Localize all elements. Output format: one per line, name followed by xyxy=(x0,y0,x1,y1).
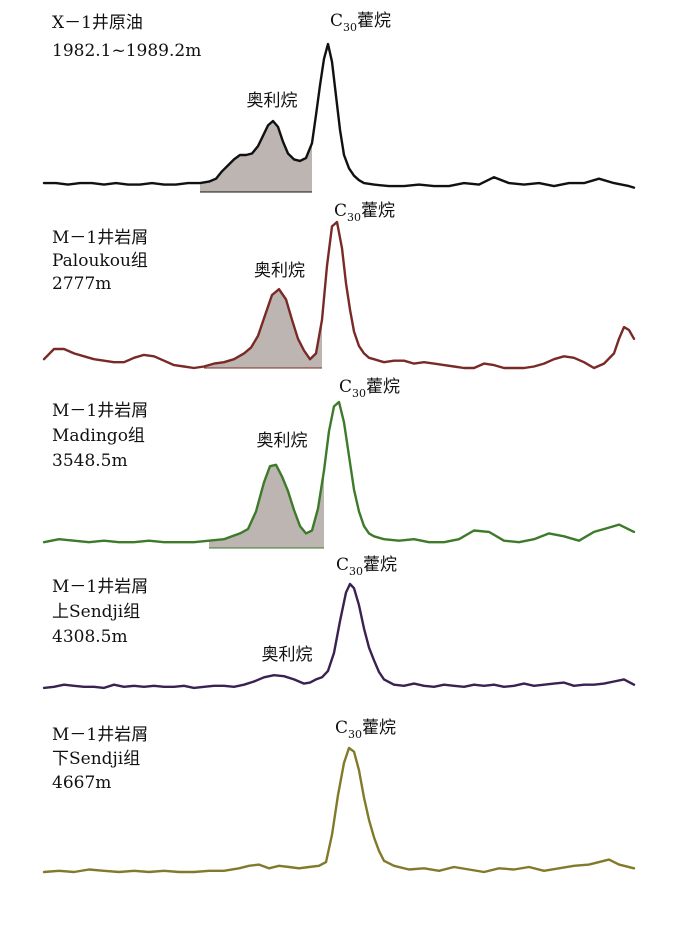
sample-label-line-3: 3548.5m xyxy=(52,451,128,471)
c30-hopane-label: C30藿烷 xyxy=(336,555,397,578)
chromatogram-trace xyxy=(42,400,636,544)
c30-hopane-label: C30藿烷 xyxy=(330,11,391,34)
c30-hopane-label: C30藿烷 xyxy=(334,201,395,224)
chromatogram-trace xyxy=(42,220,636,370)
c30-subscript: 30 xyxy=(348,728,362,741)
c30-subscript: 30 xyxy=(347,211,361,224)
sample-label-line-3: 4667m xyxy=(52,773,111,793)
c30-prefix: C xyxy=(339,377,352,397)
sample-label-line-2: Madingo组 xyxy=(52,426,145,446)
chromatogram-trace xyxy=(42,582,636,690)
oleanane-label: 奥利烷 xyxy=(257,431,308,451)
oleanane-label: 奥利烷 xyxy=(254,261,305,281)
c30-prefix: C xyxy=(334,201,347,221)
oleanane-peak-area xyxy=(209,464,324,548)
sample-label-line-1: M－1井岩屑 xyxy=(52,725,148,745)
sample-label-line-1: M－1井岩屑 xyxy=(52,228,148,248)
sample-label-line-1: M－1井岩屑 xyxy=(52,577,148,597)
oleanane-peak-area xyxy=(204,289,322,368)
oleanane-peak-area xyxy=(200,121,312,192)
oleanane-label: 奥利烷 xyxy=(262,645,313,665)
c30-subscript: 30 xyxy=(349,565,363,578)
sample-label-line-2: Paloukou组 xyxy=(52,251,148,271)
chromatogram-trace xyxy=(42,42,636,189)
sample-label-line-2: 1982.1~1989.2m xyxy=(52,41,201,61)
c30-suffix: 藿烷 xyxy=(361,201,395,221)
c30-suffix: 藿烷 xyxy=(366,377,400,397)
sample-label-line-3: 4308.5m xyxy=(52,627,128,647)
c30-prefix: C xyxy=(335,718,348,738)
c30-suffix: 藿烷 xyxy=(362,718,396,738)
c30-prefix: C xyxy=(336,555,349,575)
sample-label-line-2: 上Sendji组 xyxy=(52,602,140,622)
c30-hopane-label: C30藿烷 xyxy=(339,377,400,400)
sample-label-line-1: X－1井原油 xyxy=(52,13,143,33)
sample-label-line-3: 2777m xyxy=(52,274,111,294)
oleanane-label: 奥利烷 xyxy=(247,91,298,111)
c30-prefix: C xyxy=(330,11,343,31)
chromatogram-trace xyxy=(42,746,636,874)
c30-subscript: 30 xyxy=(352,387,366,400)
c30-subscript: 30 xyxy=(343,21,357,34)
c30-suffix: 藿烷 xyxy=(357,11,391,31)
sample-label-line-1: M－1井岩屑 xyxy=(52,401,148,421)
c30-hopane-label: C30藿烷 xyxy=(335,718,396,741)
c30-suffix: 藿烷 xyxy=(363,555,397,575)
sample-label-line-2: 下Sendji组 xyxy=(52,749,140,769)
